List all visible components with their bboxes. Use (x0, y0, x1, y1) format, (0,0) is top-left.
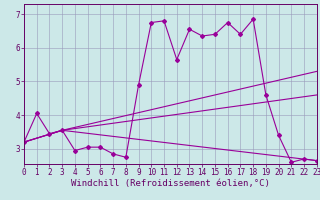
X-axis label: Windchill (Refroidissement éolien,°C): Windchill (Refroidissement éolien,°C) (71, 179, 270, 188)
